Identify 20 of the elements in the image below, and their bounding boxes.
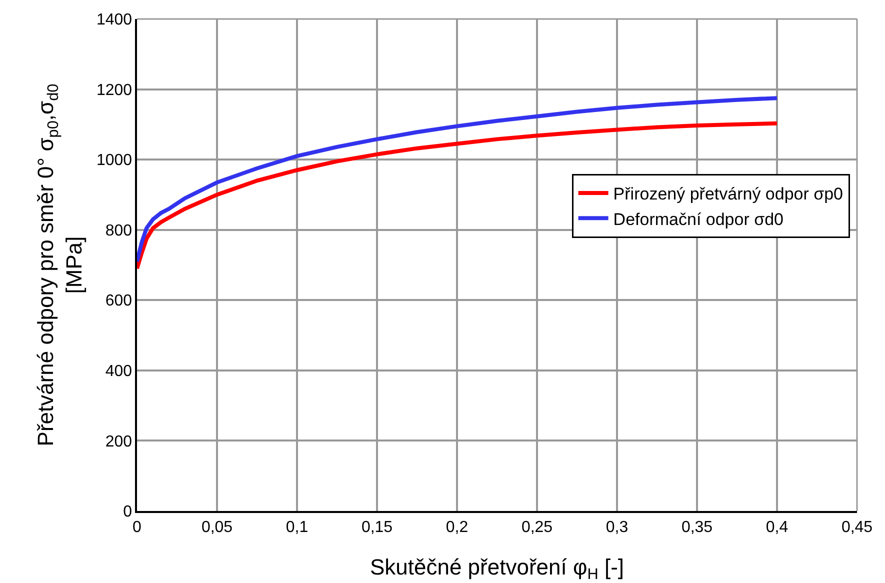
legend-label: Přirozený přetvárný odpor σp0: [613, 184, 844, 204]
x-tick-label: 0,45: [841, 518, 873, 536]
y-tick-label: 400: [105, 363, 132, 380]
x-tick-label: 0,25: [521, 518, 553, 536]
x-axis-title: Skutěčné přetvoření φ$_{H}$ [-]: [370, 554, 624, 583]
x-tick-label: 0,2: [446, 518, 468, 536]
y-tick-label: 1000: [96, 152, 132, 170]
y-tick-label: 600: [105, 292, 132, 310]
y-tick-label: 1400: [96, 12, 132, 29]
x-tick-label: 0,05: [201, 518, 233, 536]
y-tick-label: 0: [123, 504, 132, 521]
y-tick-label: 1200: [96, 82, 132, 99]
y-tick-label: 800: [105, 222, 132, 240]
y-tick-label: 200: [105, 433, 132, 450]
x-tick-label: 0,4: [766, 518, 788, 536]
legend-label: Deformační odpor σd0: [613, 210, 784, 229]
x-tick-label: 0,1: [286, 518, 308, 536]
x-tick-label: 0,3: [606, 518, 628, 536]
x-tick-label: 0,15: [361, 518, 393, 536]
x-tick-label: 0,35: [681, 518, 713, 536]
